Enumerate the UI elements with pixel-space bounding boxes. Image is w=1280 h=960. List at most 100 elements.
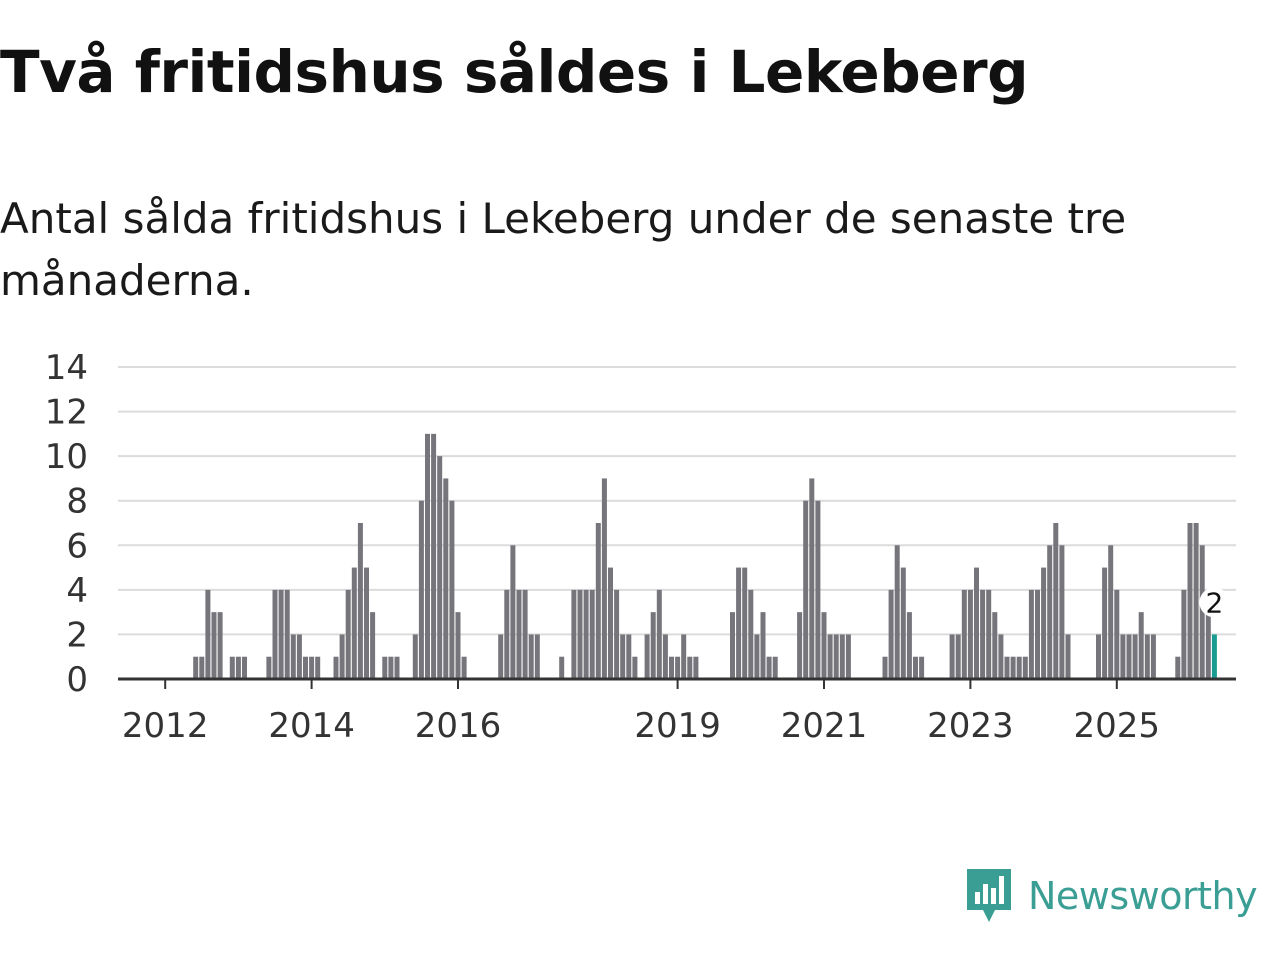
y-tick-label: 6 bbox=[66, 526, 88, 566]
bar bbox=[919, 657, 924, 679]
bar bbox=[693, 657, 698, 679]
bar bbox=[797, 612, 802, 679]
bar bbox=[968, 590, 973, 679]
bar bbox=[596, 523, 601, 679]
x-tick-label: 2023 bbox=[927, 706, 1014, 746]
x-tick-label: 2012 bbox=[122, 706, 209, 746]
bar bbox=[992, 612, 997, 679]
bar bbox=[608, 568, 613, 679]
bar bbox=[504, 590, 509, 679]
bar bbox=[529, 634, 534, 679]
bar bbox=[315, 657, 320, 679]
bar bbox=[413, 634, 418, 679]
bar bbox=[809, 478, 814, 679]
bar bbox=[1011, 657, 1016, 679]
bar bbox=[669, 657, 674, 679]
bar bbox=[840, 634, 845, 679]
bar bbox=[889, 590, 894, 679]
bar bbox=[1194, 523, 1199, 679]
bar bbox=[1151, 634, 1156, 679]
bar bbox=[462, 657, 467, 679]
bar bbox=[736, 568, 741, 679]
bar bbox=[230, 657, 235, 679]
bar bbox=[358, 523, 363, 679]
bar bbox=[303, 657, 308, 679]
y-tick-label: 4 bbox=[66, 571, 88, 611]
bars bbox=[193, 434, 1217, 679]
bar bbox=[297, 634, 302, 679]
bar bbox=[773, 657, 778, 679]
y-tick-label: 14 bbox=[45, 348, 88, 388]
bar bbox=[1053, 523, 1058, 679]
bar bbox=[285, 590, 290, 679]
annotation-label: 2 bbox=[1205, 586, 1223, 619]
newsworthy-logo-icon bbox=[964, 866, 1014, 926]
bar bbox=[663, 634, 668, 679]
bar bbox=[242, 657, 247, 679]
bar bbox=[761, 612, 766, 679]
bar bbox=[199, 657, 204, 679]
y-tick-label: 10 bbox=[45, 437, 88, 477]
bar bbox=[834, 634, 839, 679]
bar bbox=[449, 501, 454, 679]
bar bbox=[1145, 634, 1150, 679]
x-tick-label: 2016 bbox=[415, 706, 502, 746]
bar bbox=[822, 612, 827, 679]
bar bbox=[1059, 545, 1064, 679]
y-tick-label: 8 bbox=[66, 482, 88, 522]
brand-logo: Newsworthy bbox=[964, 864, 1257, 928]
bar bbox=[352, 568, 357, 679]
bar bbox=[687, 657, 692, 679]
bar bbox=[1108, 545, 1113, 679]
bar bbox=[523, 590, 528, 679]
bar bbox=[1188, 523, 1193, 679]
bar bbox=[974, 568, 979, 679]
bar bbox=[309, 657, 314, 679]
x-tick-label: 2025 bbox=[1074, 706, 1161, 746]
bar bbox=[571, 590, 576, 679]
bar bbox=[895, 545, 900, 679]
y-tick-label: 2 bbox=[66, 615, 88, 655]
bar bbox=[901, 568, 906, 679]
bar bbox=[425, 434, 430, 679]
bar bbox=[846, 634, 851, 679]
bar bbox=[1206, 612, 1211, 679]
bar bbox=[1066, 634, 1071, 679]
bar bbox=[559, 657, 564, 679]
bar bbox=[614, 590, 619, 679]
bar bbox=[828, 634, 833, 679]
bar bbox=[346, 590, 351, 679]
bar bbox=[998, 634, 1003, 679]
bar bbox=[815, 501, 820, 679]
bar bbox=[1181, 590, 1186, 679]
bar bbox=[437, 456, 442, 679]
bar bbox=[883, 657, 888, 679]
bar bbox=[986, 590, 991, 679]
bar bbox=[645, 634, 650, 679]
bar bbox=[1102, 568, 1107, 679]
bar-highlight bbox=[1212, 634, 1217, 679]
bar bbox=[395, 657, 400, 679]
brand-name: Newsworthy bbox=[1028, 874, 1257, 918]
page-title: Två fritidshus såldes i Lekeberg bbox=[0, 38, 1028, 106]
bar bbox=[681, 634, 686, 679]
bar bbox=[626, 634, 631, 679]
bar bbox=[388, 657, 393, 679]
bar bbox=[584, 590, 589, 679]
bar bbox=[1139, 612, 1144, 679]
bar bbox=[291, 634, 296, 679]
bar bbox=[956, 634, 961, 679]
chart-subtitle: Antal sålda fritidshus i Lekeberg under … bbox=[0, 188, 1240, 312]
bar bbox=[907, 612, 912, 679]
bar bbox=[205, 590, 210, 679]
bar bbox=[748, 590, 753, 679]
bar bbox=[578, 590, 583, 679]
bar bbox=[602, 478, 607, 679]
bar bbox=[742, 568, 747, 679]
bar bbox=[1120, 634, 1125, 679]
bar bbox=[767, 657, 772, 679]
bar bbox=[1114, 590, 1119, 679]
x-tick-label: 2014 bbox=[268, 706, 355, 746]
bar bbox=[980, 590, 985, 679]
